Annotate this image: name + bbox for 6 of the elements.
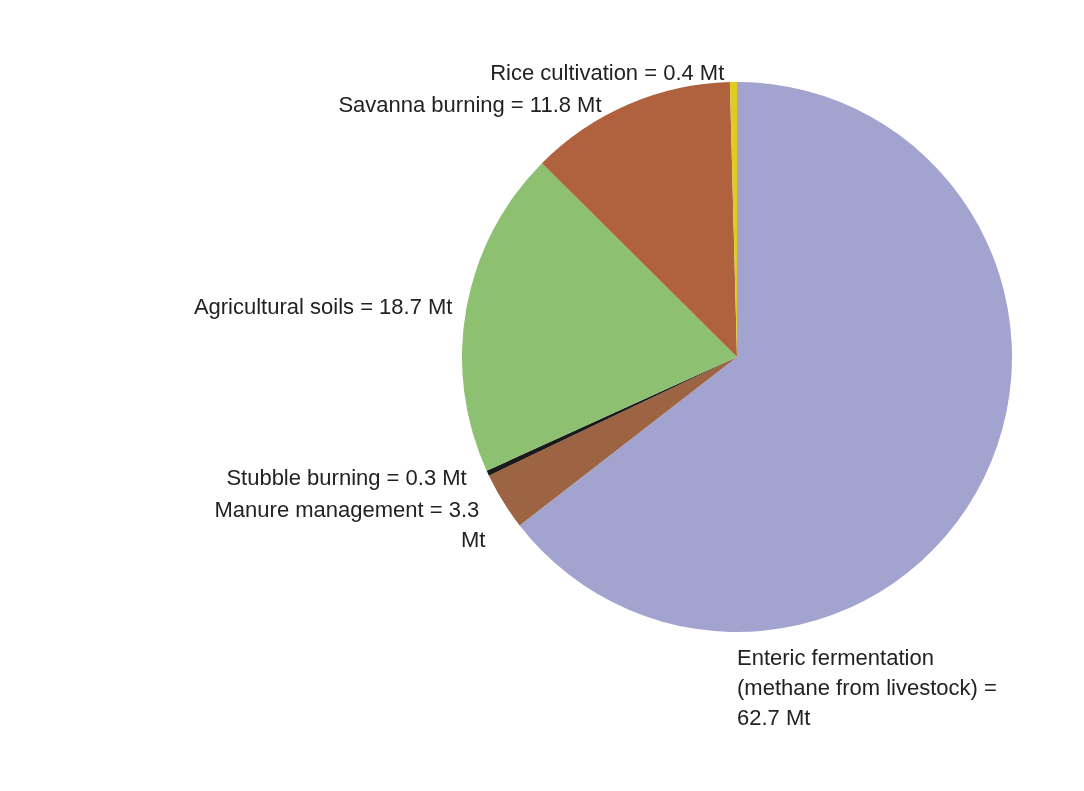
slice-label: Rice cultivation = 0.4 Mt [490,59,725,85]
slice-label: Savanna burning = 11.8 Mt [338,91,602,117]
slice-label: Agricultural soils = 18.7 Mt [193,294,453,320]
slice-label: Manure management = 3.3 Mt [214,496,486,552]
slice-label: Stubble burning = 0.3 Mt [226,464,467,490]
slice-label: Enteric fermentation (methane from livestock) = 62.7 Mt [737,644,1003,730]
